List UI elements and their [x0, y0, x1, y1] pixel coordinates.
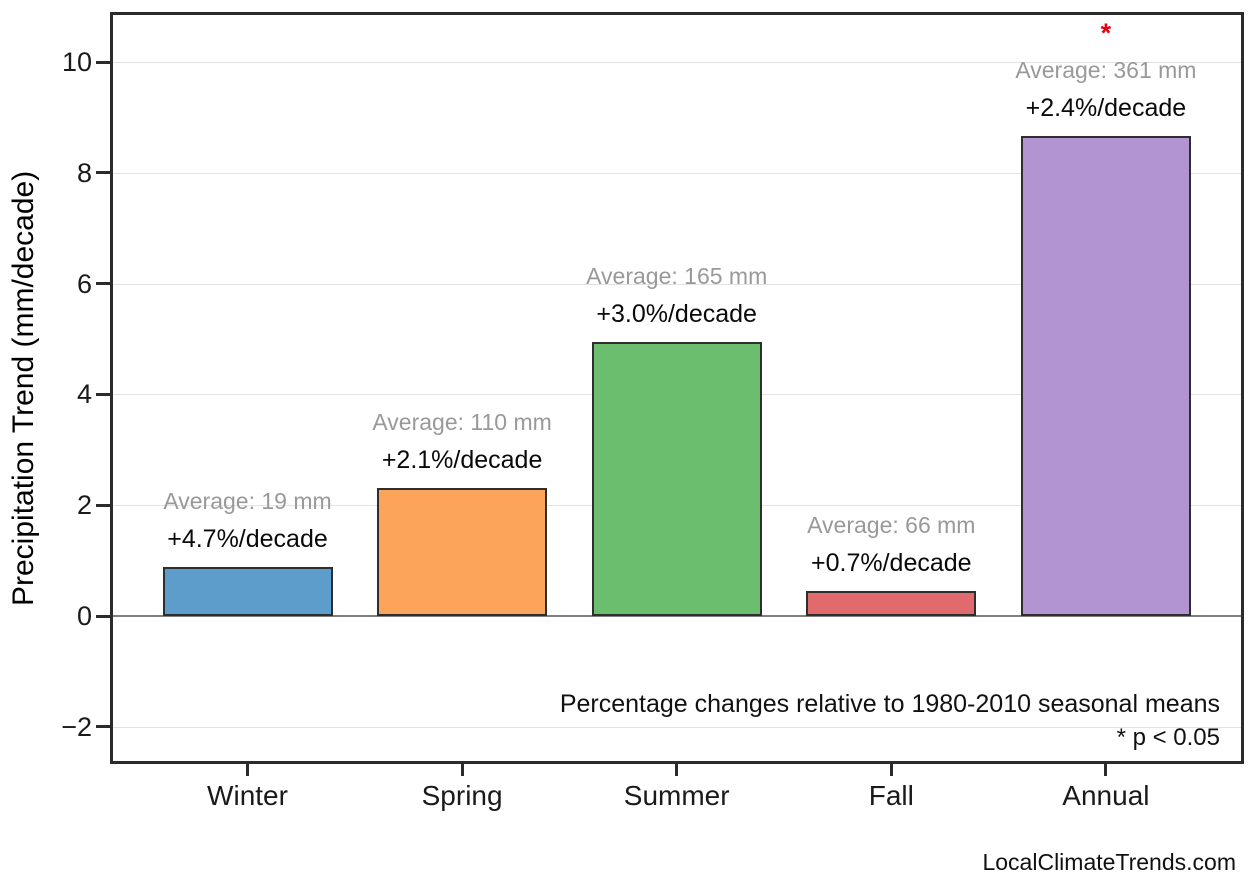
x-tick-mark [246, 764, 249, 776]
average-label: Average: 19 mm [163, 487, 332, 514]
percent-label: +2.4%/decade [1025, 94, 1187, 123]
percent-label: +0.7%/decade [811, 548, 972, 577]
y-tick-label: 6 [76, 268, 92, 299]
x-tick-mark [460, 764, 464, 776]
y-tick-mark [96, 171, 110, 175]
y-tick-mark [96, 503, 110, 507]
gridline-y-2 [113, 726, 1241, 728]
bar-annotation-fall: Average: 66 mm +0.7%/decade [751, 505, 1031, 581]
x-tick-mark [1104, 764, 1108, 776]
y-tick-mark [96, 614, 110, 618]
y-tick-mark [96, 282, 110, 286]
plot-annotations: Percentage changes relative to 1980-2010… [560, 688, 1220, 754]
bar-annual [1020, 136, 1191, 616]
gridline-y10 [113, 62, 1241, 63]
average-label: Average: 66 mm [807, 511, 976, 538]
percent-label: +2.1%/decade [381, 446, 543, 475]
bar-annotation-winter: Average: 19 mm +4.7%/decade [108, 481, 388, 557]
y-tick-mark [96, 60, 110, 64]
y-tick-mark [96, 725, 110, 729]
y-tick-label: 2 [76, 490, 92, 521]
average-label: Average: 361 mm [1015, 57, 1197, 84]
significance-star: * [1100, 18, 1112, 49]
y-tick-label: 4 [76, 379, 92, 410]
percent-label: +3.0%/decade [596, 299, 757, 328]
zero-line [113, 615, 1241, 617]
gridline-y6 [113, 283, 1241, 285]
bar-annotation-summer: Average: 165 mm +3.0%/decade [537, 256, 817, 332]
percent-label: +4.7%/decade [167, 524, 328, 553]
x-tick-mark [675, 764, 679, 776]
bar-summer [591, 341, 762, 616]
bar-annotation-spring: Average: 110 mm +2.1%/decade [322, 402, 602, 478]
x-tick-label-annual: Annual [1062, 780, 1150, 811]
x-tick-label-fall: Fall [868, 780, 914, 811]
annotation-significance: * p < 0.05 [1116, 724, 1220, 751]
average-label: Average: 165 mm [586, 262, 768, 289]
gridline-y8 [113, 172, 1241, 174]
bar-fall [806, 590, 977, 616]
y-tick-label: 0 [76, 601, 92, 631]
annotation-note: Percentage changes relative to 1980-2010… [559, 690, 1220, 718]
average-label: Average: 110 mm [372, 409, 552, 436]
y-tick-label: 10 [61, 47, 92, 77]
x-tick-label-spring: Spring [421, 780, 503, 811]
y-axis-title: Precipitation Trend (mm/decade) [7, 170, 40, 606]
y-tick-label: −2 [61, 711, 92, 742]
x-tick-label-winter: Winter [207, 780, 288, 811]
bar-spring [377, 488, 548, 616]
bar-annotation-annual: * Average: 361 mm +2.4%/decade [966, 16, 1246, 126]
x-tick-mark [889, 764, 893, 776]
x-tick-label-summer: Summer [623, 780, 730, 811]
watermark: LocalClimateTrends.com [982, 849, 1236, 875]
bar-winter [162, 566, 333, 616]
y-tick-label: 8 [76, 157, 92, 188]
y-tick-mark [96, 392, 110, 396]
